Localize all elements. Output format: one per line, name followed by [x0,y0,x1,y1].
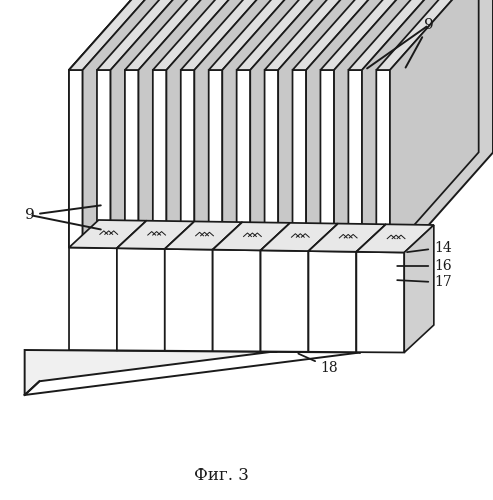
Polygon shape [334,0,423,252]
Polygon shape [278,0,367,250]
Text: 9: 9 [25,206,101,222]
Text: 18: 18 [298,354,338,374]
Polygon shape [376,0,479,70]
Text: Фиг. 3: Фиг. 3 [194,466,249,483]
Polygon shape [83,0,172,248]
Polygon shape [306,0,395,251]
Polygon shape [237,0,339,70]
Polygon shape [309,224,386,252]
Polygon shape [209,70,222,250]
Polygon shape [212,222,242,351]
Polygon shape [69,70,83,248]
Polygon shape [69,248,117,350]
Polygon shape [117,248,165,350]
Polygon shape [265,70,278,250]
Polygon shape [181,70,194,250]
Polygon shape [349,0,451,70]
Polygon shape [167,0,255,249]
Polygon shape [320,0,423,70]
Polygon shape [209,0,311,70]
Text: 9: 9 [406,18,434,68]
Polygon shape [165,222,194,350]
Polygon shape [292,0,395,70]
Polygon shape [261,223,290,352]
Polygon shape [25,339,375,395]
Polygon shape [404,0,493,252]
Polygon shape [390,0,479,252]
Polygon shape [158,0,493,152]
Polygon shape [165,249,212,351]
Polygon shape [356,224,434,252]
Polygon shape [292,70,306,251]
Polygon shape [69,220,146,248]
Polygon shape [110,0,199,248]
Polygon shape [212,222,290,250]
Text: 14: 14 [407,240,452,254]
Polygon shape [181,0,283,70]
Polygon shape [69,0,172,70]
Polygon shape [139,0,227,248]
Polygon shape [212,250,261,352]
Polygon shape [261,223,338,251]
Polygon shape [362,0,451,252]
Polygon shape [97,70,110,248]
Text: 16: 16 [397,259,452,273]
Polygon shape [117,220,194,249]
Polygon shape [97,0,199,70]
Polygon shape [194,0,283,250]
Polygon shape [349,70,362,252]
Polygon shape [117,220,146,350]
Polygon shape [153,70,167,249]
Polygon shape [309,224,338,352]
Polygon shape [356,224,386,352]
Polygon shape [153,0,255,70]
Polygon shape [237,70,250,250]
Polygon shape [309,251,356,352]
Polygon shape [376,70,390,252]
Polygon shape [125,0,227,70]
Polygon shape [250,0,339,250]
Polygon shape [320,70,334,252]
Polygon shape [222,0,311,250]
Polygon shape [125,70,139,248]
Polygon shape [69,0,493,70]
Polygon shape [265,0,367,70]
Polygon shape [165,222,242,250]
Polygon shape [69,0,158,248]
Polygon shape [261,250,309,352]
Polygon shape [356,252,404,352]
Text: 17: 17 [397,276,452,289]
Polygon shape [404,225,434,352]
